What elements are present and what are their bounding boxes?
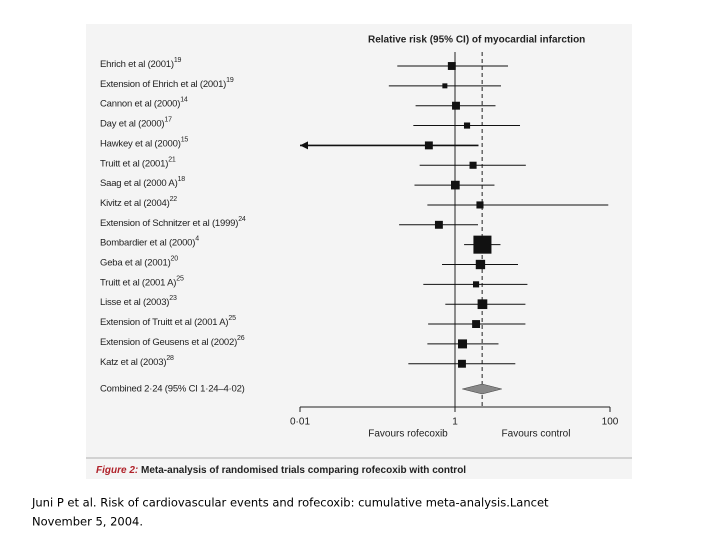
study-name: Extension of Truitt et al (2001 A): [100, 317, 228, 328]
study-name: Kivitz et al (2004): [100, 197, 170, 208]
effect-box: [451, 180, 460, 190]
study-label: Saag et al (2000 A)18: [100, 176, 185, 189]
study-name: Katz et al (2003): [100, 356, 166, 367]
study-ref: 24: [238, 216, 246, 223]
study-label: Truitt et al (2001)21: [100, 156, 176, 169]
combined-label: Combined 2·24 (95% CI 1·24–4·02): [100, 384, 245, 395]
study-name: Hawkey et al (2000): [100, 138, 181, 149]
ci-arrow: [300, 141, 308, 150]
study-label: Hawkey et al (2000)15: [100, 136, 188, 149]
study-label: Cannon et al (2000)14: [100, 97, 188, 110]
study-ref: 23: [169, 295, 177, 302]
study-label: Katz et al (2003)28: [100, 355, 174, 368]
study-label: Bombardier et al (2000)4: [100, 235, 199, 248]
effect-box: [472, 320, 481, 329]
study-ref: 25: [228, 315, 236, 322]
x-label-left: Favours rofecoxib: [368, 429, 448, 440]
x-tick-label: 1: [452, 417, 458, 428]
study-name: Extension of Geusens et al (2002): [100, 336, 237, 347]
x-tick-label: 100: [602, 417, 619, 428]
study-ref: 4: [195, 235, 199, 242]
study-ref: 19: [226, 77, 234, 84]
study-name: Geba et al (2001): [100, 257, 171, 268]
citation-line: Juni P et al. Risk of cardiovascular eve…: [31, 496, 549, 510]
chart-title: Relative risk (95% CI) of myocardial inf…: [368, 35, 585, 46]
effect-box: [469, 161, 477, 169]
study-name: Day et al (2000): [100, 118, 164, 129]
effect-box: [473, 281, 480, 288]
study-ref: 17: [164, 116, 172, 123]
study-label: Truitt et al (2001 A)25: [100, 275, 184, 288]
study-label: Extension of Ehrich et al (2001)19: [100, 77, 234, 90]
study-name: Lisse et al (2003): [100, 297, 169, 308]
study-ref: 26: [237, 335, 245, 342]
study-label: Extension of Truitt et al (2001 A)25: [100, 315, 236, 328]
effect-box: [458, 339, 468, 349]
effect-box: [475, 259, 486, 270]
study-name: Truitt et al (2001): [100, 158, 168, 169]
study-label: Ehrich et al (2001)19: [100, 57, 182, 70]
study-label: Extension of Geusens et al (2002)26: [100, 335, 245, 348]
study-ref: 19: [174, 57, 182, 64]
study-name: Extension of Ehrich et al (2001): [100, 78, 226, 89]
study-ref: 28: [166, 355, 174, 362]
caption: Figure 2: Meta-analysis of randomised tr…: [96, 465, 466, 476]
x-tick-label: 0·01: [290, 417, 310, 428]
study-ref: 14: [180, 97, 188, 104]
effect-box: [452, 101, 460, 110]
effect-box: [434, 220, 443, 229]
caption-text: Meta-analysis of randomised trials compa…: [141, 465, 466, 476]
study-label: Geba et al (2001)20: [100, 255, 178, 268]
study-ref: 20: [171, 255, 179, 262]
effect-box: [458, 359, 466, 368]
study-ref: 22: [170, 196, 178, 203]
effect-box: [463, 122, 471, 129]
study-label: Extension of Schnitzer et al (1999)24: [100, 216, 246, 229]
citation-line: November 5, 2004.: [32, 515, 143, 529]
effect-box: [476, 201, 484, 209]
study-ref: 15: [181, 136, 189, 143]
study-ref: 18: [178, 176, 186, 183]
study-ref: 21: [168, 156, 176, 163]
combined-diamond: [462, 383, 502, 395]
caption-label: Figure 2:: [96, 465, 138, 476]
effect-box: [442, 83, 448, 89]
study-name: Cannon et al (2000): [100, 98, 180, 109]
study-name: Bombardier et al (2000): [100, 237, 195, 248]
effect-box: [477, 299, 488, 310]
x-label-right: Favours control: [502, 429, 571, 440]
study-name: Saag et al (2000 A): [100, 178, 178, 189]
study-label: Lisse et al (2003)23: [100, 295, 177, 308]
effect-box: [424, 141, 433, 150]
study-name: Truitt et al (2001 A): [100, 277, 176, 288]
study-ref: 25: [176, 275, 184, 282]
effect-box: [447, 62, 456, 70]
study-name: Extension of Schnitzer et al (1999): [100, 217, 238, 228]
figure-panel: [86, 24, 632, 479]
effect-box: [473, 235, 492, 254]
study-name: Ehrich et al (2001): [100, 59, 174, 70]
study-label: Kivitz et al (2004)22: [100, 196, 177, 209]
study-label: Day et al (2000)17: [100, 116, 172, 129]
